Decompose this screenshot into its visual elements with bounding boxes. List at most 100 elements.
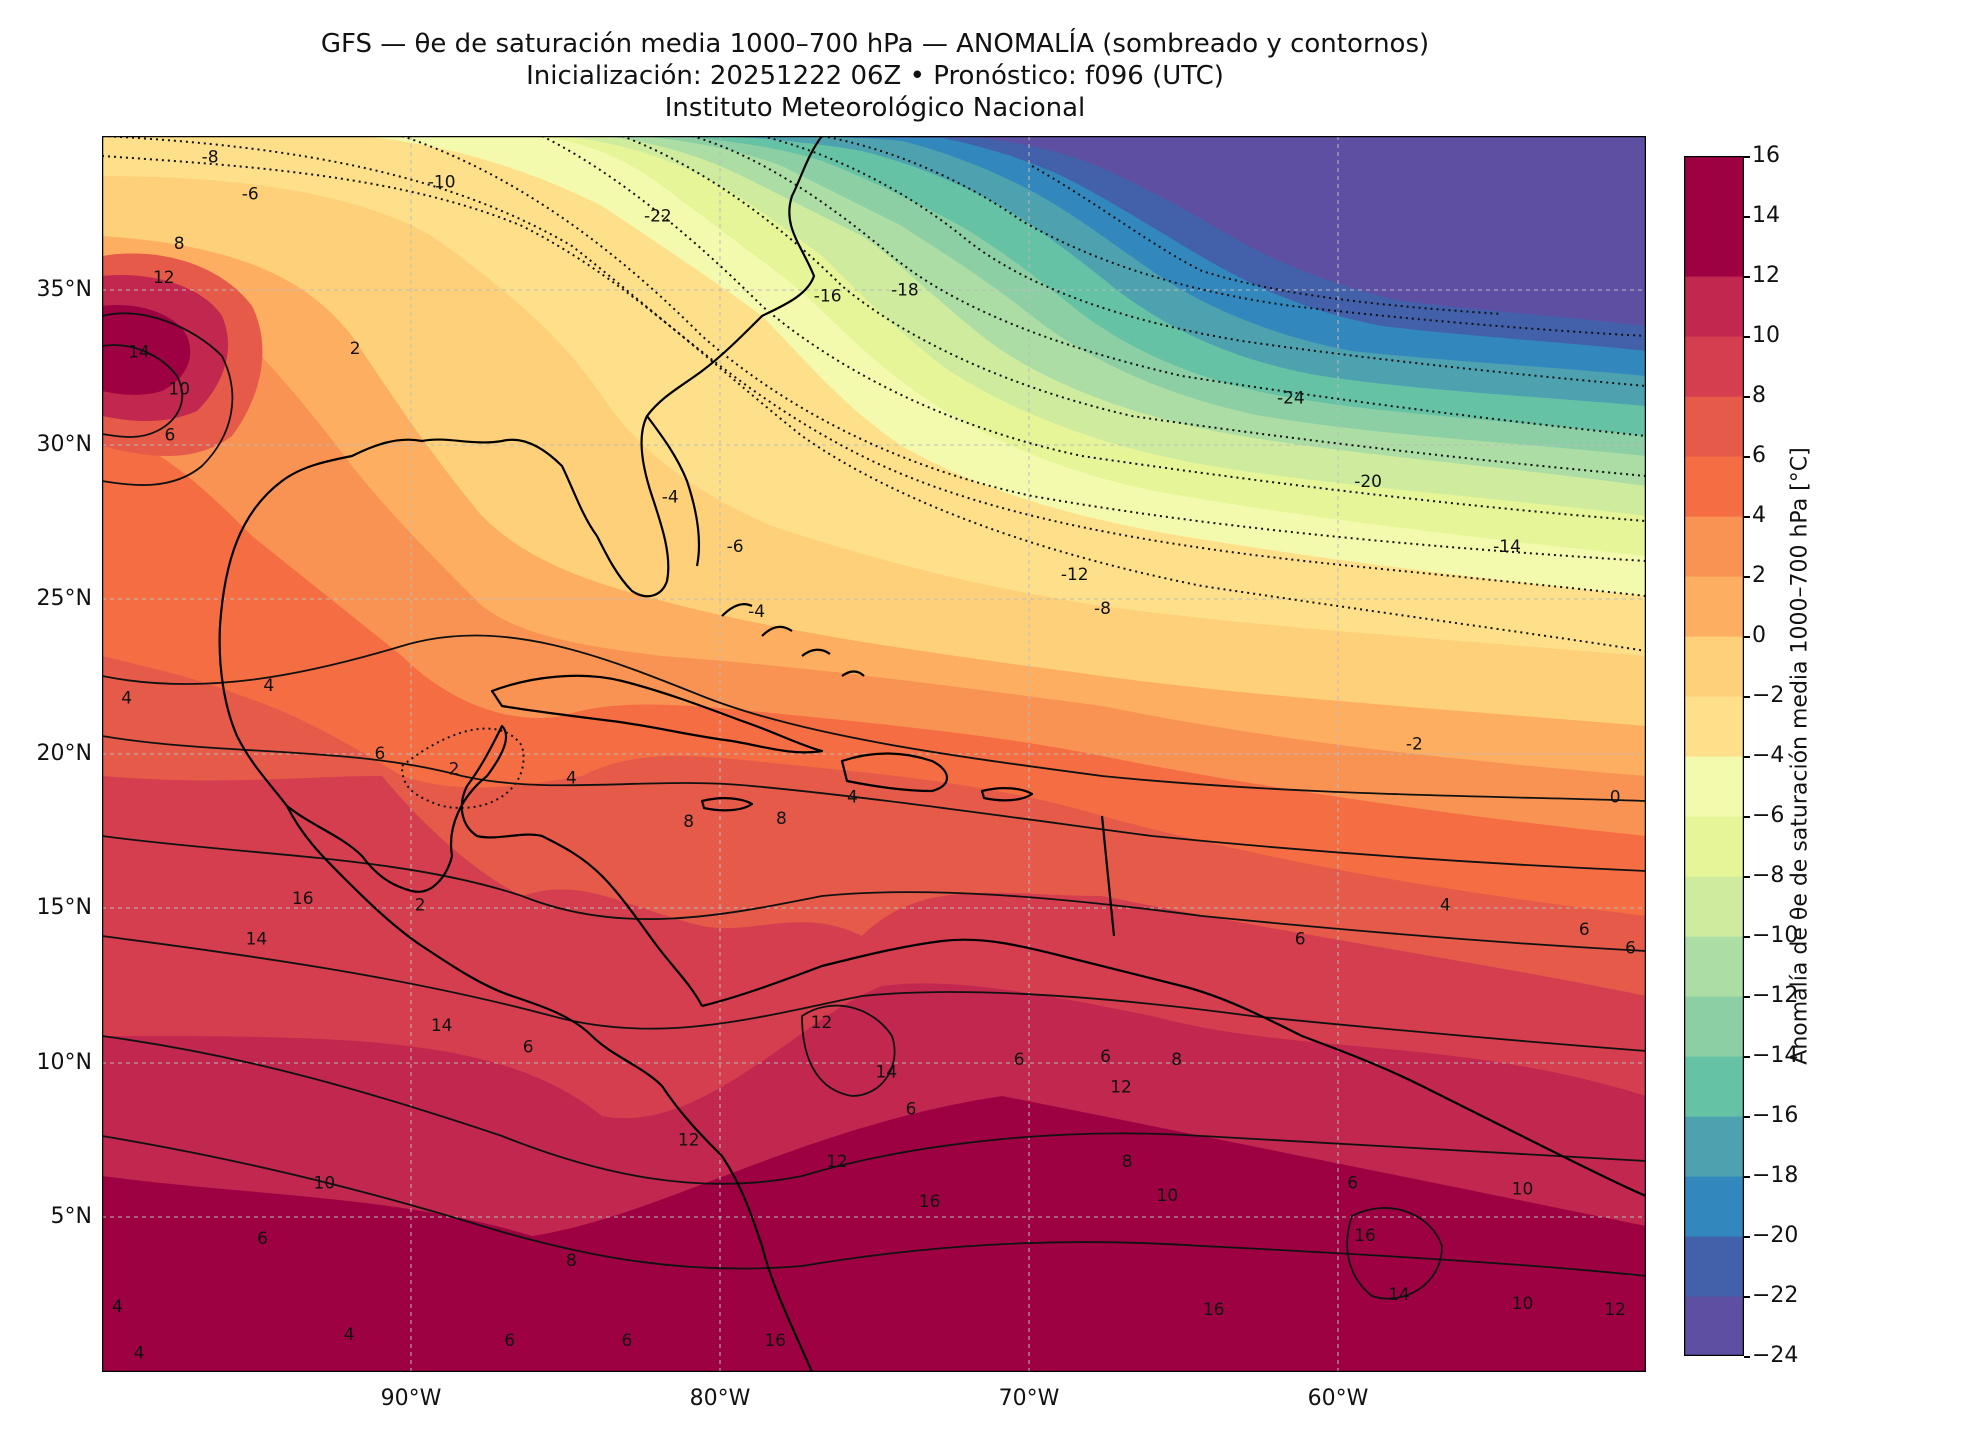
colorbar-band [1684, 576, 1744, 637]
contour-label: 14 [431, 1016, 453, 1036]
lon-label-70w: 70°W [998, 1386, 1060, 1411]
colorbar-tick-label: −16 [1752, 1103, 1799, 1128]
colorbar-tick-label: 10 [1752, 323, 1780, 348]
contour-label: -24 [1277, 389, 1305, 409]
contour-label: 4 [134, 1343, 145, 1363]
contour-label: 6 [906, 1099, 917, 1119]
colorbar-tick-mark [1744, 216, 1750, 218]
colorbar-tick-label: −8 [1752, 863, 1785, 888]
contour-label: 8 [174, 234, 185, 254]
colorbar-tick-label: 4 [1752, 503, 1766, 528]
contour-label: 10 [168, 379, 190, 399]
contour-label: 6 [1295, 929, 1306, 949]
lat-label-20n: 20°N [36, 741, 92, 766]
contour-label: 6 [1014, 1050, 1025, 1070]
colorbar-band [1684, 276, 1744, 337]
contour-label: 6 [1100, 1047, 1111, 1067]
colorbar-band [1684, 756, 1744, 817]
contour-label: -22 [644, 206, 672, 226]
colorbar-tick-label: 16 [1752, 143, 1780, 168]
lat-label-5n: 5°N [50, 1204, 92, 1229]
contour-label: -2 [1406, 735, 1423, 755]
contour-label: 6 [165, 426, 176, 446]
colorbar-tick-mark [1744, 636, 1750, 638]
contour-label: 16 [1354, 1226, 1376, 1246]
colorbar-band [1684, 396, 1744, 457]
contour-label: 10 [1512, 1180, 1534, 1200]
colorbar-band [1684, 156, 1744, 217]
colorbar-tick-mark [1744, 876, 1750, 878]
colorbar-tick-mark [1744, 1176, 1750, 1178]
contour-label: 6 [1579, 920, 1590, 940]
colorbar-band [1684, 1236, 1744, 1297]
contour-label: 8 [683, 812, 694, 832]
colorbar-band [1684, 1056, 1744, 1117]
colorbar-tick-mark [1744, 756, 1750, 758]
contour-label: 12 [826, 1152, 848, 1172]
contour-label: 2 [415, 895, 426, 915]
colorbar-band [1684, 636, 1744, 697]
contour-label: -20 [1354, 472, 1382, 492]
colorbar-tick-label: −12 [1752, 983, 1799, 1008]
contour-label: 12 [1110, 1078, 1132, 1098]
contour-label: -6 [727, 537, 744, 557]
contour-label: 6 [375, 744, 386, 764]
contour-label: -8 [1094, 599, 1111, 619]
colorbar-tick-label: −18 [1752, 1163, 1799, 1188]
colorbar-tick-label: −2 [1752, 683, 1785, 708]
contour-label: 10 [1157, 1186, 1179, 1206]
colorbar-tick-mark [1744, 1056, 1750, 1058]
colorbar-tick-mark [1744, 996, 1750, 998]
contour-label: 12 [678, 1130, 700, 1150]
colorbar-band [1684, 936, 1744, 997]
contour-label: 4 [847, 787, 858, 807]
title-line-1: GFS — θe de saturación media 1000–700 hP… [320, 29, 1430, 59]
colorbar-band [1684, 456, 1744, 517]
contour-label: -14 [1493, 537, 1521, 557]
contours-negative [102, 136, 1646, 809]
contour-label: 4 [1440, 895, 1451, 915]
colorbar-band [1684, 1176, 1744, 1237]
contour-label: 8 [1171, 1050, 1182, 1070]
contour-label: 14 [246, 929, 268, 949]
contour-label: -8 [202, 148, 219, 168]
contour-label: 0 [1610, 787, 1621, 807]
contour-label: -6 [242, 185, 259, 205]
anomaly-shading [102, 136, 1646, 1372]
colorbar-band [1684, 816, 1744, 877]
colorbar-tick-label: −24 [1752, 1343, 1799, 1368]
contour-label: 2 [449, 759, 460, 779]
contour-label: 6 [504, 1331, 515, 1351]
contour-label: 4 [112, 1297, 123, 1317]
colorbar-tick-mark [1744, 516, 1750, 518]
contour-label: 8 [1122, 1152, 1133, 1172]
contour-label: 6 [257, 1229, 268, 1249]
contour-label: -12 [1061, 565, 1089, 585]
lat-label-10n: 10°N [36, 1050, 92, 1075]
colorbar-tick-label: 8 [1752, 383, 1766, 408]
contour-label: 4 [566, 769, 577, 789]
contour-label: 14 [1388, 1285, 1410, 1305]
contour-label: 6 [1625, 939, 1636, 959]
colorbar-band [1684, 1116, 1744, 1177]
contour-label: 6 [622, 1331, 633, 1351]
contour-label: 14 [128, 342, 150, 362]
colorbar-tick-label: −4 [1752, 743, 1785, 768]
colorbar-tick-mark [1744, 456, 1750, 458]
contour-label: 6 [1347, 1174, 1358, 1194]
colorbar-band [1684, 516, 1744, 577]
colorbar-label: Anomalía de θe de saturación media 1000–… [1787, 447, 1813, 1065]
contour-label: 16 [292, 889, 314, 909]
colorbar-tick-mark [1744, 1356, 1750, 1358]
map-frame [102, 136, 1646, 1372]
colorbar-tick-mark [1744, 396, 1750, 398]
contour-label: -4 [748, 602, 765, 622]
contour-label: 6 [523, 1038, 534, 1058]
lat-label-15n: 15°N [36, 895, 92, 920]
contour-label: 14 [876, 1062, 898, 1082]
colorbar-tick-mark [1744, 336, 1750, 338]
colorbar-tick-label: 2 [1752, 563, 1766, 588]
colorbar-tick-mark [1744, 936, 1750, 938]
contour-label: 4 [344, 1325, 355, 1345]
